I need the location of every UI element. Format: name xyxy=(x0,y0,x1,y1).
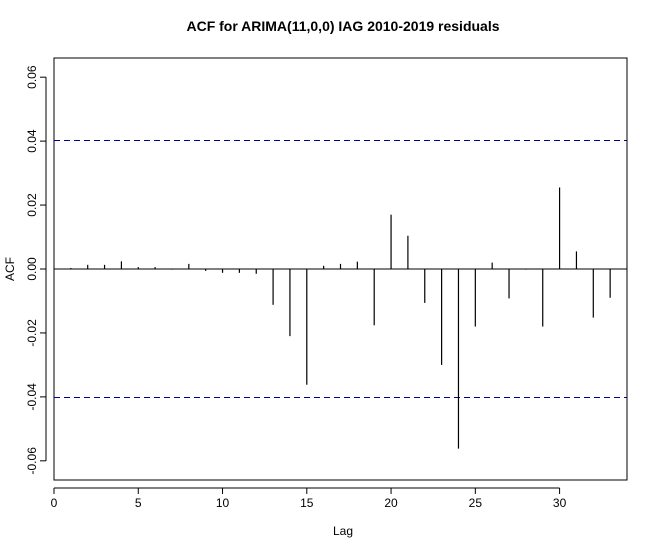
x-tick-label: 0 xyxy=(51,496,58,510)
x-tick-label: 5 xyxy=(135,496,142,510)
x-tick-label: 30 xyxy=(553,496,567,510)
x-axis: 0 5 10 15 20 25 30 xyxy=(51,487,567,510)
x-axis-label: Lag xyxy=(333,524,353,538)
y-axis: -0.06 -0.04 -0.02 0.00 0.02 0.04 0.06 xyxy=(25,65,47,475)
x-tick-label: 15 xyxy=(300,496,314,510)
y-axis-label: ACF xyxy=(3,257,17,281)
x-tick-label: 10 xyxy=(216,496,230,510)
y-tick-label: 0.02 xyxy=(25,193,39,217)
chart-title: ACF for ARIMA(11,0,0) IAG 2010-2019 resi… xyxy=(186,18,499,34)
y-tick-label: -0.06 xyxy=(25,447,39,475)
y-tick-label: 0.04 xyxy=(25,129,39,153)
acf-bars xyxy=(70,187,611,449)
x-tick-label: 25 xyxy=(469,496,483,510)
y-tick-label: 0.06 xyxy=(25,65,39,89)
y-tick-label: 0.00 xyxy=(25,257,39,281)
x-tick-label: 20 xyxy=(384,496,398,510)
y-tick-label: -0.02 xyxy=(25,319,39,347)
y-tick-label: -0.04 xyxy=(25,383,39,411)
